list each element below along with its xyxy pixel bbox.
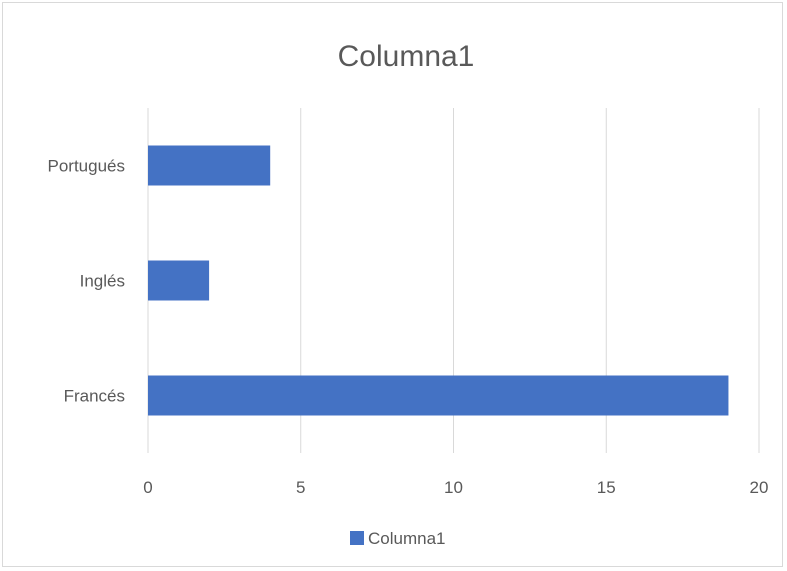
y-tick-label: Inglés [80,272,125,291]
x-tick-label: 0 [143,478,152,497]
legend-label: Columna1 [368,529,446,548]
x-tick-label: 10 [444,478,463,497]
x-tick-label: 5 [296,478,305,497]
x-tick-label: 20 [750,478,769,497]
y-tick-label: Francés [64,387,125,406]
bars [148,145,729,416]
legend: Columna1 [350,529,446,548]
bar-2 [148,145,271,186]
bar-1 [148,260,210,301]
bar-0 [148,375,729,416]
x-tick-label: 15 [597,478,616,497]
legend-swatch [350,531,364,545]
y-tick-label: Portugués [48,157,126,176]
chart-title: Columna1 [338,40,475,73]
y-tick-labels: Francés Inglés Portugués [48,157,126,406]
x-tick-labels: 0 5 10 15 20 [143,478,768,497]
